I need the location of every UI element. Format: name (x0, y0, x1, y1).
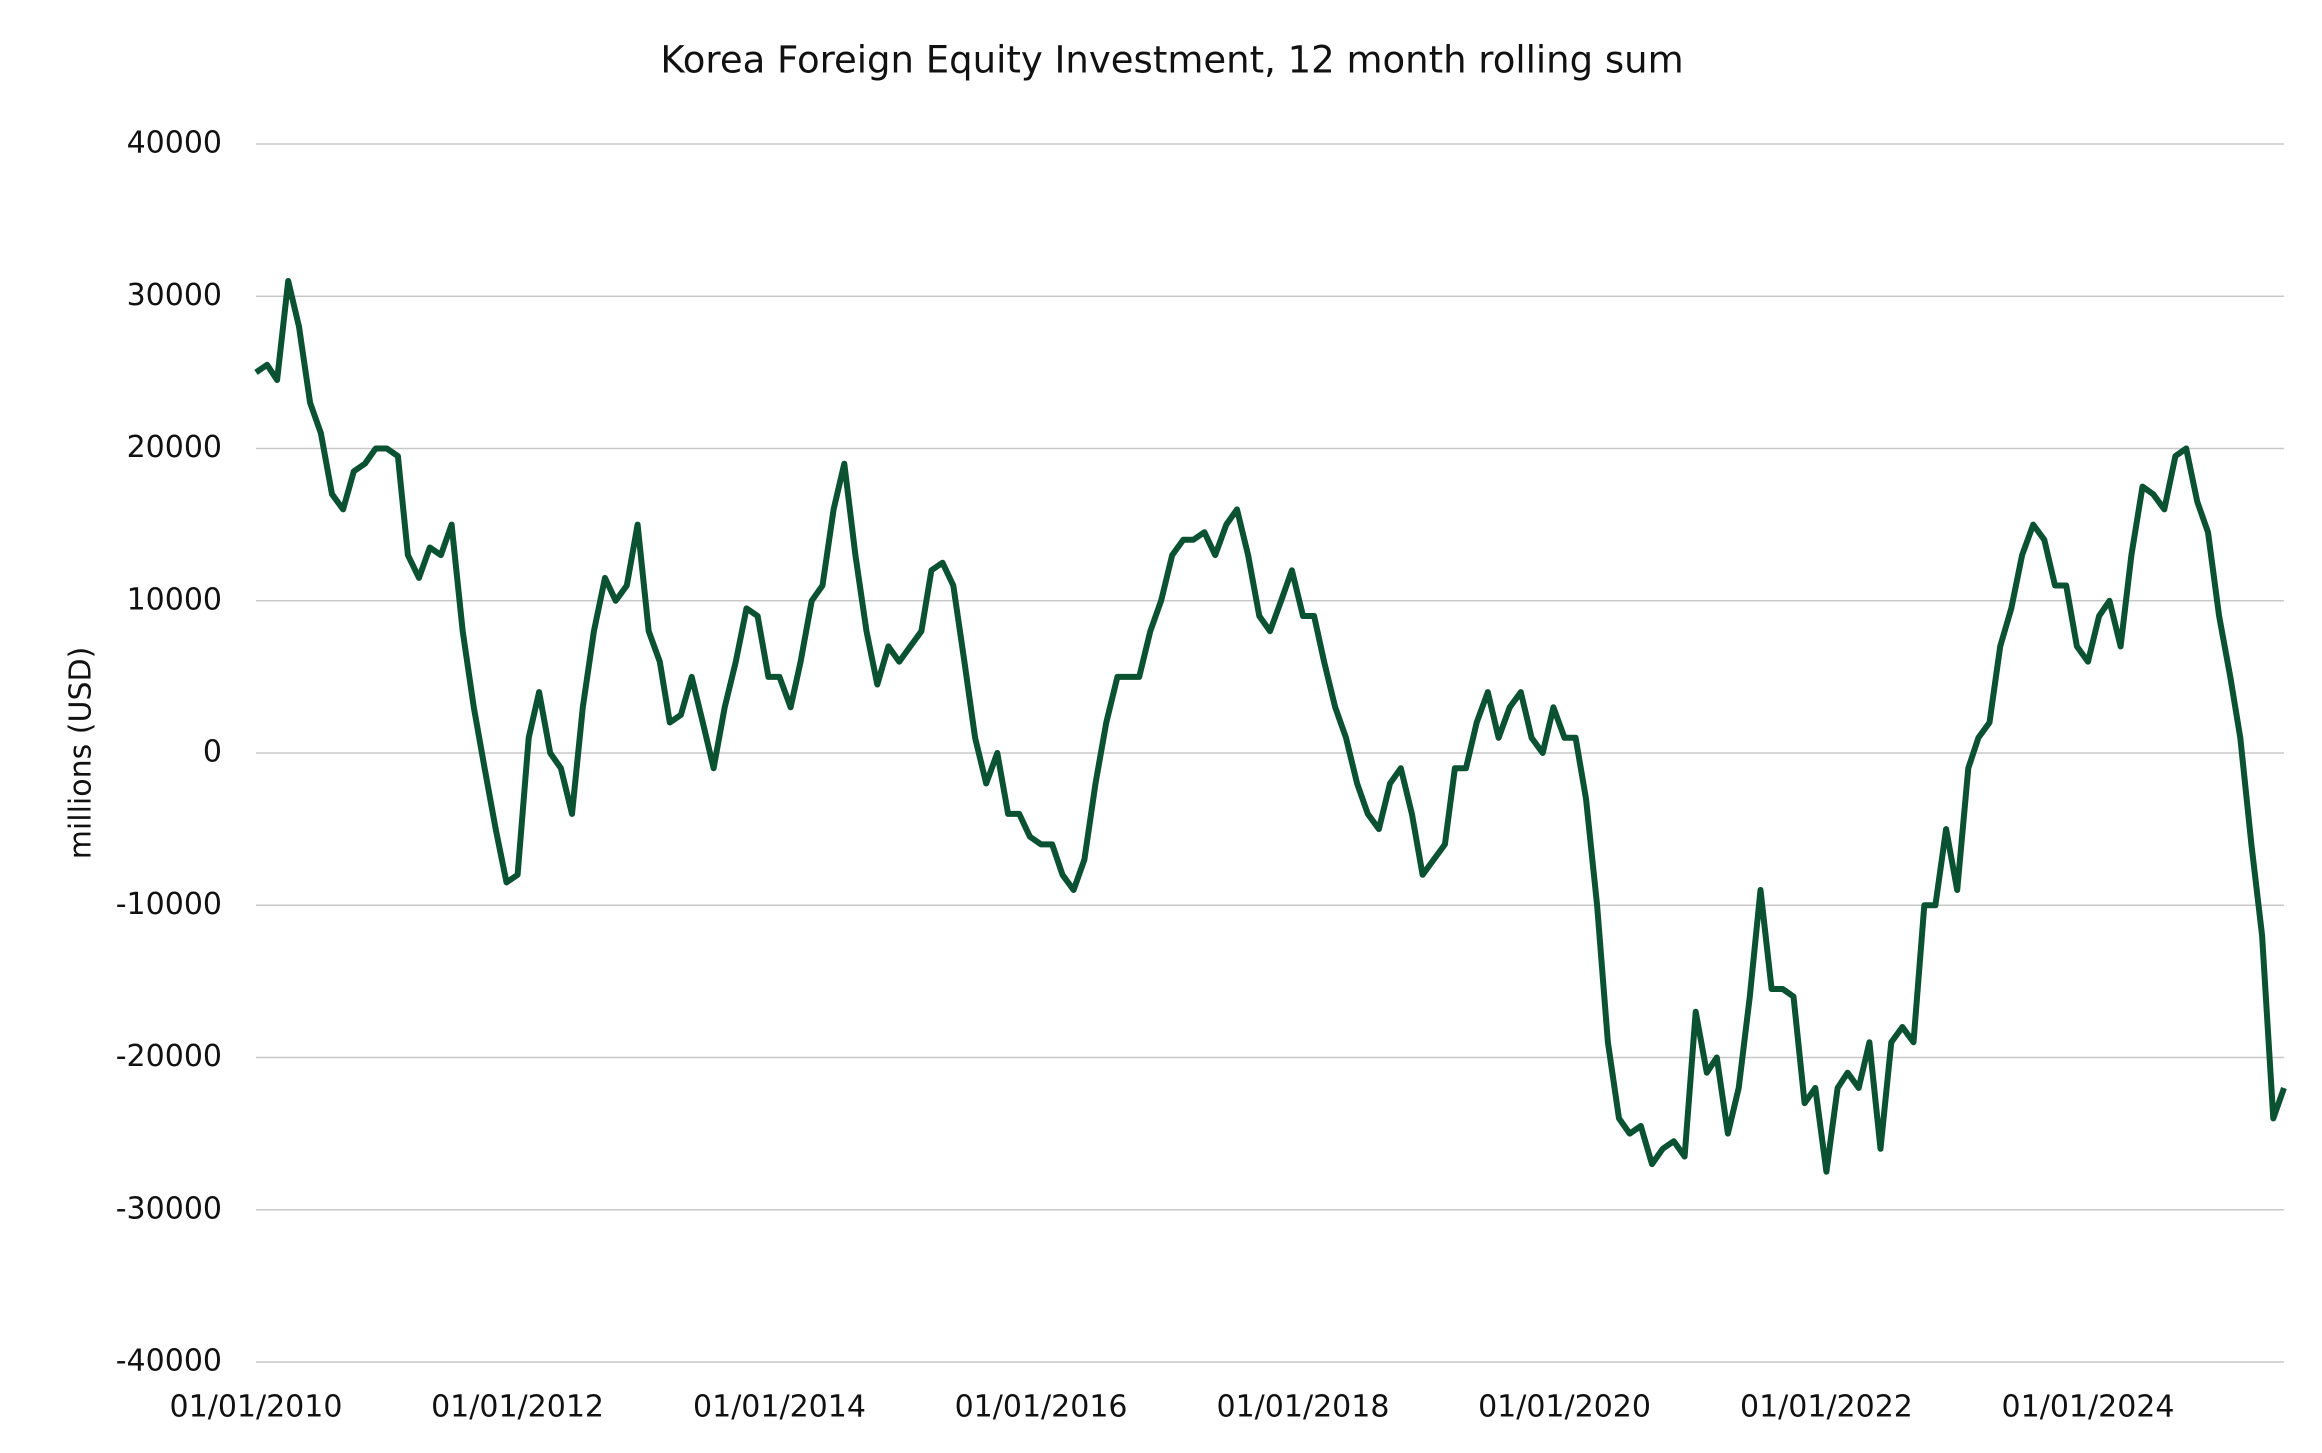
x-tick-label: 01/01/2018 (1217, 1390, 1390, 1425)
y-tick-label: -20000 (116, 1039, 222, 1074)
y-tick-label: 20000 (127, 430, 222, 465)
x-tick-label: 01/01/2010 (170, 1390, 343, 1425)
x-tick-label: 01/01/2022 (1740, 1390, 1913, 1425)
y-tick-label: -10000 (116, 887, 222, 922)
y-tick-label: 40000 (127, 126, 222, 161)
y-tick-label: 0 (203, 735, 222, 770)
x-tick-label: 01/01/2016 (955, 1390, 1128, 1425)
y-tick-label: 10000 (127, 582, 222, 617)
y-tick-label: -30000 (116, 1191, 222, 1226)
y-tick-label: 30000 (127, 278, 222, 313)
y-axis-label: millions (USD) (64, 647, 99, 860)
x-tick-label: 01/01/2020 (1478, 1390, 1651, 1425)
x-tick-label: 01/01/2024 (2002, 1390, 2175, 1425)
x-tick-label: 01/01/2012 (431, 1390, 604, 1425)
data-line (254, 278, 2287, 1175)
y-tick-label: -40000 (116, 1344, 222, 1379)
x-tick-label: 01/01/2014 (693, 1390, 866, 1425)
chart-title: Korea Foreign Equity Investment, 12 mont… (660, 39, 1683, 82)
